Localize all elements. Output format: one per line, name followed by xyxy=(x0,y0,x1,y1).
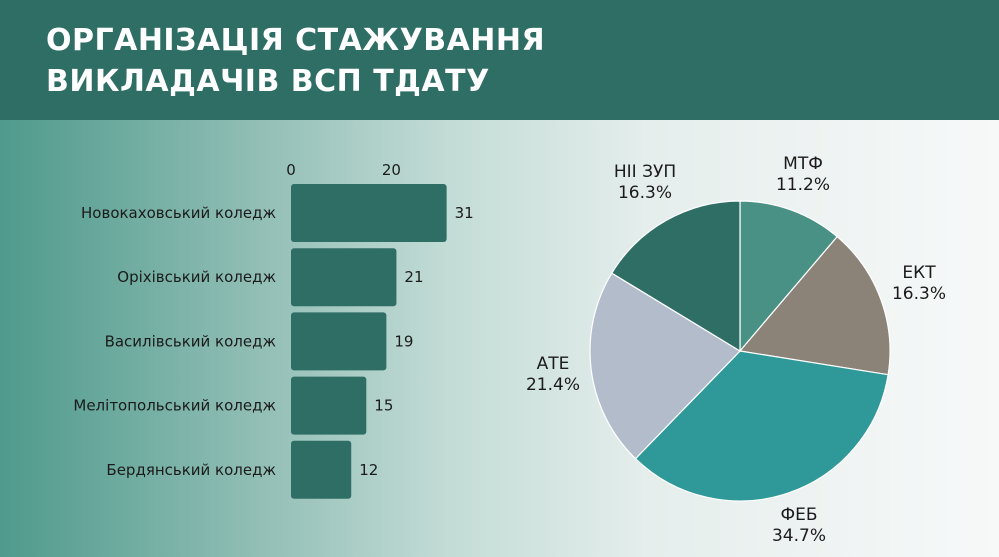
slice-name-label: ЕКТ xyxy=(902,263,936,283)
data-label: 15 xyxy=(374,397,393,415)
pie-slice xyxy=(738,235,891,376)
category-label: Оріхівський коледж xyxy=(117,268,276,286)
bar xyxy=(291,248,397,307)
title-line-2: ВИКЛАДАЧІВ ВСП ТДАТУ xyxy=(46,64,490,99)
bar xyxy=(291,312,387,371)
pie-slice xyxy=(739,200,838,353)
category-label: Мелітопольський коледж xyxy=(73,397,276,415)
header-banner: ОРГАНІЗАЦІЯ СТАЖУВАННЯ ВИКЛАДАЧІВ ВСП ТД… xyxy=(0,0,999,120)
slice-name-label: МТФ xyxy=(783,154,823,174)
pie-slice xyxy=(589,272,741,460)
pie-slice xyxy=(610,200,741,353)
slice-percent-label: 16.3% xyxy=(618,183,672,203)
bar xyxy=(291,440,352,499)
page-title: ОРГАНІЗАЦІЯ СТАЖУВАННЯ ВИКЛАДАЧІВ ВСП ТД… xyxy=(46,20,746,102)
x-tick-label: 0 xyxy=(286,161,296,179)
category-label: Бердянський коледж xyxy=(106,461,276,479)
bar xyxy=(291,184,447,242)
pie-slice xyxy=(634,350,889,502)
slice-name-label: НІІ ЗУП xyxy=(614,162,676,182)
category-label: Новокаховський коледж xyxy=(81,204,276,222)
x-tick-label: 20 xyxy=(382,161,401,179)
slice-name-label: АТЕ xyxy=(537,354,570,374)
category-label: Василівський коледж xyxy=(105,332,276,350)
data-label: 31 xyxy=(455,204,474,222)
bar xyxy=(291,376,367,435)
slice-percent-label: 11.2% xyxy=(776,175,830,195)
slice-percent-label: 34.7% xyxy=(772,526,826,546)
data-label: 12 xyxy=(359,461,378,479)
data-label: 21 xyxy=(404,268,423,286)
slice-name-label: ФЕБ xyxy=(780,505,817,525)
slice-percent-label: 16.3% xyxy=(892,284,946,304)
slice-percent-label: 21.4% xyxy=(526,375,580,395)
data-label: 19 xyxy=(394,332,413,350)
bar-chart: 0 20 Новокаховський коледж 31 Оріхівський ко… xyxy=(73,161,474,499)
title-line-1: ОРГАНІЗАЦІЯ СТАЖУВАННЯ xyxy=(46,23,546,58)
